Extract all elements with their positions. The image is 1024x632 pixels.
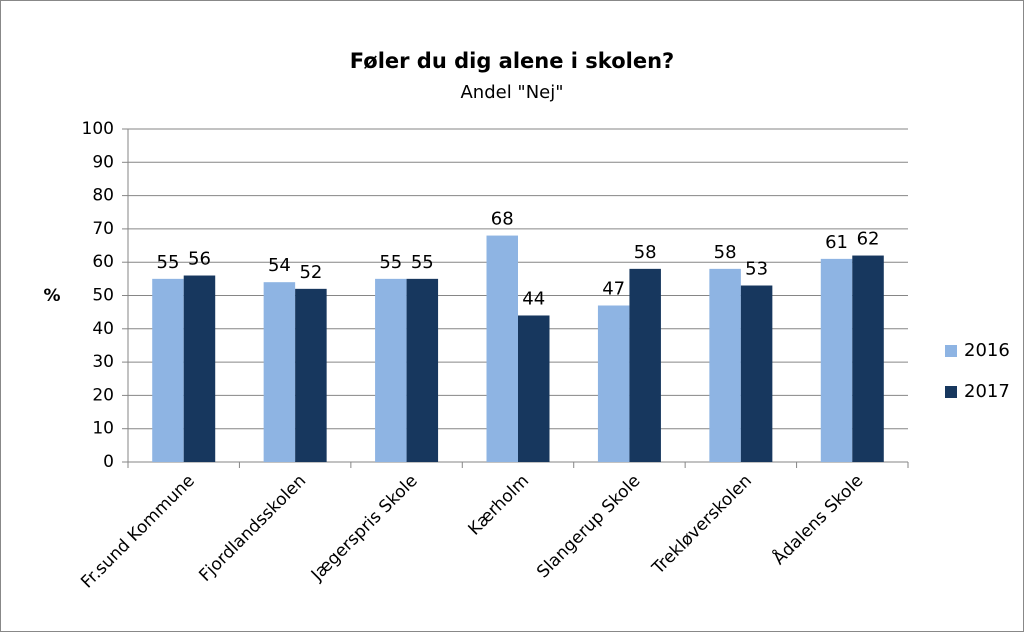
y-tick-label: 40 <box>92 319 114 339</box>
chart-subtitle: Andel "Nej" <box>460 82 563 103</box>
value-label: 62 <box>857 229 880 250</box>
value-label: 68 <box>491 209 514 230</box>
legend-swatch <box>945 345 957 357</box>
bar <box>183 275 216 462</box>
value-label: 44 <box>522 288 545 309</box>
bar <box>597 305 630 462</box>
y-tick-label: 10 <box>92 419 114 439</box>
chart-title: Føler du dig alene i skolen? <box>350 49 674 73</box>
y-tick-label: 20 <box>92 385 114 405</box>
value-label: 58 <box>714 242 737 263</box>
bar <box>486 235 518 462</box>
bar <box>295 288 327 462</box>
value-label: 55 <box>379 252 402 273</box>
bar <box>709 268 741 462</box>
bar <box>518 315 550 462</box>
value-label: 54 <box>268 255 291 276</box>
value-label: 52 <box>299 262 322 283</box>
legend-label: 2016 <box>964 340 1010 361</box>
value-label: 47 <box>602 278 625 299</box>
value-label: 53 <box>745 259 768 280</box>
bar <box>852 255 884 462</box>
y-tick-label: 70 <box>92 219 114 239</box>
y-tick-label: 100 <box>82 119 114 139</box>
bar <box>263 282 296 462</box>
bar <box>152 278 184 462</box>
y-axis-label: % <box>43 286 60 306</box>
y-tick-label: 90 <box>92 152 114 172</box>
y-tick-label: 80 <box>92 186 114 206</box>
value-label: 55 <box>411 252 434 273</box>
bar <box>629 268 661 462</box>
legend-swatch <box>945 386 957 398</box>
y-tick-label: 50 <box>92 286 114 306</box>
bar <box>740 285 773 462</box>
bar <box>820 258 853 462</box>
legend-label: 2017 <box>964 381 1010 402</box>
value-label: 55 <box>157 252 180 273</box>
bar <box>375 278 407 462</box>
bar <box>406 278 439 462</box>
y-tick-label: 60 <box>92 252 114 272</box>
y-tick-label: 30 <box>92 352 114 372</box>
value-label: 56 <box>188 249 211 270</box>
value-label: 58 <box>634 242 657 263</box>
y-tick-label: 0 <box>103 452 114 472</box>
value-label: 61 <box>825 232 848 253</box>
